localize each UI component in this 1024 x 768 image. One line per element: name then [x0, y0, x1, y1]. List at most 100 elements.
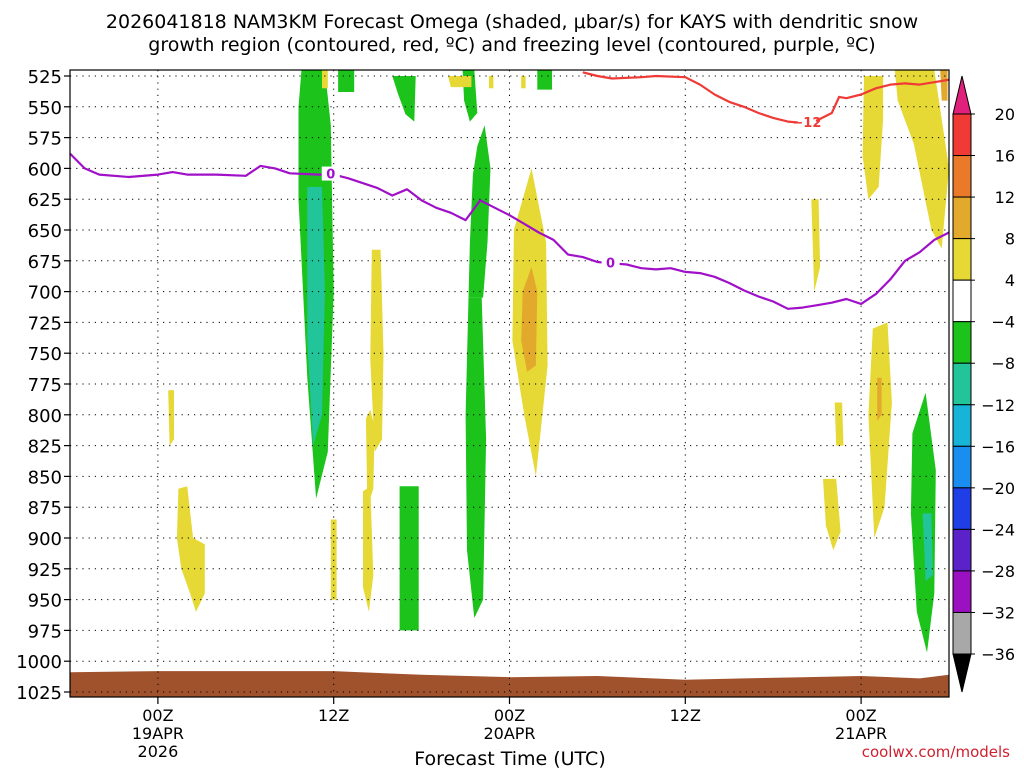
colorbar-seg-0: [952, 113, 972, 157]
colorbar-seg-1: [952, 155, 972, 198]
colorbar-seg-10: [952, 528, 972, 572]
x-tick-label-0-0: 00Z: [142, 706, 173, 725]
colorbar: 20 16 12 8 4 −4 −8 −12 −16 −20 −24 −28 −32 −36: [952, 75, 1015, 693]
y-tick-label-975: 975: [28, 621, 62, 642]
omega-region-25: [330, 519, 337, 600]
colorbar-label-13: −36: [981, 645, 1015, 664]
y-tick-label-675: 675: [28, 252, 62, 273]
colorbar-seg-7: [952, 404, 972, 447]
y-tick-label-800: 800: [28, 406, 62, 427]
colorbar-label-8: −16: [981, 437, 1015, 456]
omega-region-21: [823, 478, 841, 551]
omega-region-23: [168, 390, 174, 446]
dgz-contour-line: [582, 71, 949, 124]
omega-region-5: [338, 70, 355, 92]
colorbar-seg-12: [952, 611, 972, 655]
x-tick-label-24-0: 00Z: [494, 706, 525, 725]
y-tick-label-650: 650: [28, 221, 62, 242]
y-tick-label-700: 700: [28, 283, 62, 304]
omega-region-19: [868, 322, 892, 538]
x-tick-label-0-1: 19APR: [132, 724, 184, 743]
omega-region-18: [363, 486, 374, 612]
y-tick-label-1000: 1000: [16, 652, 62, 673]
y-tick-label-825: 825: [28, 437, 62, 458]
x-tick-label-48-1: 21APR: [835, 724, 887, 743]
colorbar-seg-11: [952, 570, 972, 613]
colorbar-seg-2: [952, 196, 972, 240]
chart-title-line2: growth region (contoured, red, ºC) and f…: [148, 34, 875, 56]
y-tick-label-575: 575: [28, 129, 62, 150]
omega-region-24: [834, 402, 844, 446]
colorbar-seg-6: [952, 362, 972, 406]
freezing-level-line: [70, 152, 949, 310]
y-tick-label-850: 850: [28, 467, 62, 488]
x-tick-label-24-1: 20APR: [483, 724, 535, 743]
colorbar-label-6: −8: [991, 354, 1015, 373]
colorbar-label-7: −12: [981, 396, 1015, 415]
omega-region-10: [922, 513, 933, 582]
y-tick-label-950: 950: [28, 591, 62, 612]
x-tick-label-12-0: 12Z: [318, 706, 349, 725]
omega-region-4: [392, 76, 416, 122]
omega-region-6: [399, 486, 419, 631]
x-tick-label-48-0: 00Z: [845, 706, 876, 725]
colorbar-bottom-arrow: [952, 653, 972, 693]
dgz-contour-label-0: −12: [792, 116, 821, 131]
colorbar-seg-9: [952, 487, 972, 530]
freezing-level-label-bg-1: [601, 255, 620, 270]
omega-region-17: [176, 486, 205, 612]
dgz-contour-label-bg-0: [797, 114, 816, 129]
y-tick-label-1025: 1025: [16, 683, 62, 704]
omega-shading: [168, 70, 949, 653]
colorbar-label-10: −24: [981, 520, 1015, 539]
colorbar-seg-3: [952, 238, 972, 281]
colorbar-seg-5: [952, 321, 972, 364]
colorbar-label-4: 4: [1005, 271, 1015, 290]
y-tick-label-625: 625: [28, 190, 62, 211]
omega-region-2: [465, 297, 487, 619]
y-tick-label-775: 775: [28, 375, 62, 396]
colorbar-label-12: −32: [981, 603, 1015, 622]
omega-region-15: [370, 249, 384, 452]
credit-text: coolwx.com/models: [862, 743, 1010, 761]
y-tick-label-525: 525: [28, 67, 62, 88]
omega-region-30: [940, 70, 948, 101]
omega-region-20: [877, 377, 882, 421]
y-tick-label-550: 550: [28, 98, 62, 119]
omega-region-14: [894, 70, 949, 249]
y-tick-label-600: 600: [28, 159, 62, 180]
freezing-level-label-bg-0: [321, 166, 340, 181]
omega-region-13: [862, 76, 884, 200]
x-tick-label-36-0: 12Z: [670, 706, 701, 725]
colorbar-seg-8: [952, 445, 972, 489]
colorbar-label-3: 8: [1005, 230, 1015, 249]
omega-region-1: [307, 186, 325, 446]
colorbar-label-2: 12: [995, 188, 1015, 207]
colorbar-label-9: −20: [981, 479, 1015, 498]
omega-region-29: [521, 76, 526, 89]
y-tick-label-725: 725: [28, 313, 62, 334]
freezing-level-label-0: 0: [326, 168, 335, 183]
grid-lines: [70, 70, 949, 697]
y-axis: 525 550 575 600 625 650 675 700 725 750 775 800 825 8…: [16, 67, 70, 704]
colorbar-seg-4: [952, 279, 972, 323]
y-tick-label-750: 750: [28, 344, 62, 365]
omega-region-8: [537, 70, 552, 90]
colorbar-label-1: 16: [995, 147, 1015, 166]
y-tick-label-875: 875: [28, 498, 62, 519]
y-tick-label-925: 925: [28, 560, 62, 581]
y-tick-label-900: 900: [28, 529, 62, 550]
x-axis-label: Forecast Time (UTC): [414, 748, 605, 768]
omega-region-27: [448, 76, 472, 88]
omega-region-26: [322, 70, 328, 89]
omega-region-22: [811, 199, 821, 292]
omega-region-16: [365, 409, 375, 508]
contour-lines: 0 0 −12: [70, 71, 949, 310]
colorbar-top-arrow: [952, 75, 972, 115]
freezing-level-label-1: 0: [606, 256, 615, 271]
colorbar-label-5: −4: [991, 313, 1015, 332]
colorbar-label-11: −28: [981, 562, 1015, 581]
omega-region-12: [521, 267, 538, 372]
